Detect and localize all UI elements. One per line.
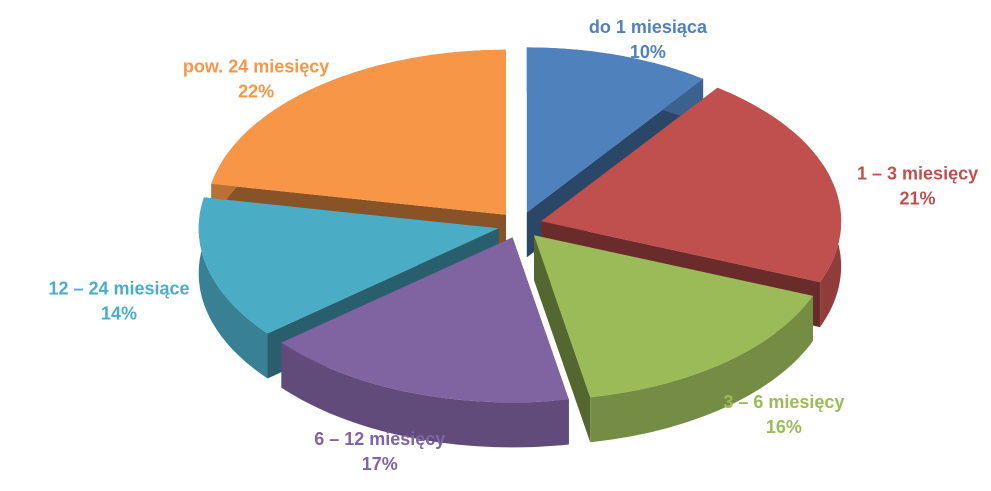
slice-label: pow. 24 miesięcy xyxy=(183,56,329,76)
slice xyxy=(281,237,569,448)
slice-wall xyxy=(281,342,569,448)
slice-top xyxy=(281,237,569,403)
slice-top xyxy=(541,87,842,283)
slice-label: 1 – 3 miesięcy xyxy=(857,163,978,183)
slice-label: 12 – 24 miesiące xyxy=(48,278,189,298)
slice-label: 3 – 6 miesięcy xyxy=(723,392,844,412)
slice-wall xyxy=(198,197,268,379)
slice-value-label: 10% xyxy=(630,42,666,62)
slice-value-label: 16% xyxy=(766,417,802,437)
slice-label: 6 – 12 miesięcy xyxy=(314,429,445,449)
slice-top xyxy=(534,235,813,398)
slice-value-label: 22% xyxy=(238,81,274,101)
slice-top xyxy=(526,47,704,213)
slice-top xyxy=(198,197,499,334)
slice-side xyxy=(534,235,591,443)
slice-value-label: 21% xyxy=(900,188,936,208)
slice-top xyxy=(211,49,507,215)
slice-wall xyxy=(590,295,813,443)
slice xyxy=(541,87,842,328)
slice-label: do 1 miesiąca xyxy=(589,17,708,37)
slice-value-label: 17% xyxy=(362,454,398,474)
slice-value-label: 14% xyxy=(101,303,137,323)
slice xyxy=(534,235,813,443)
